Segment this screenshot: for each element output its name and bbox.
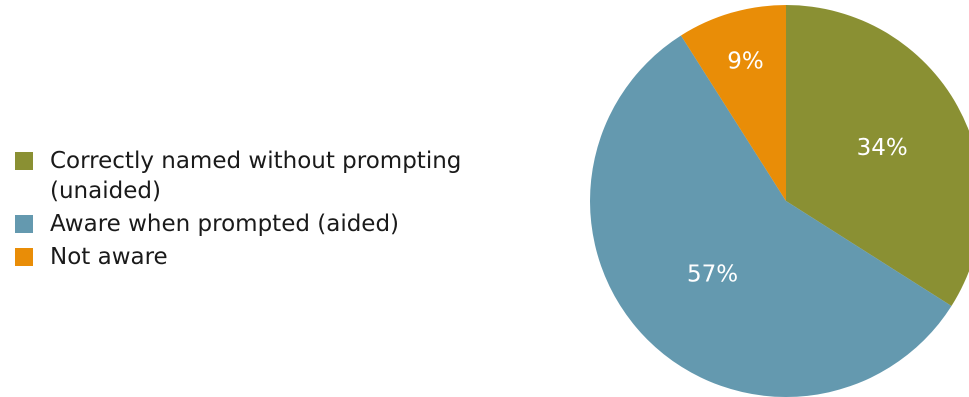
legend-label-not-aware: Not aware	[50, 244, 168, 270]
legend-item-unaided: Correctly named without prompting (unaid…	[12, 146, 532, 206]
pie-slice-unaided	[786, 5, 969, 307]
legend-swatch-unaided	[15, 152, 33, 170]
legend-swatch-aided	[15, 215, 33, 233]
pie-label-not-aware: 9%	[727, 49, 764, 75]
pie-slice-not-aware	[680, 5, 786, 201]
legend-swatch-not-aware	[15, 248, 33, 266]
legend-label-aided: Aware when prompted (aided)	[50, 211, 400, 237]
pie-label-unaided: 34%	[857, 135, 908, 161]
pie-label-aided: 57%	[687, 261, 738, 287]
legend-item-aided: Aware when prompted (aided)	[12, 209, 532, 239]
chart-legend: Correctly named without prompting (unaid…	[12, 146, 532, 275]
pie-slice-aided	[590, 35, 952, 397]
legend-item-not-aware: Not aware	[12, 242, 532, 272]
legend-label-unaided: Correctly named without prompting (unaid…	[50, 148, 462, 204]
